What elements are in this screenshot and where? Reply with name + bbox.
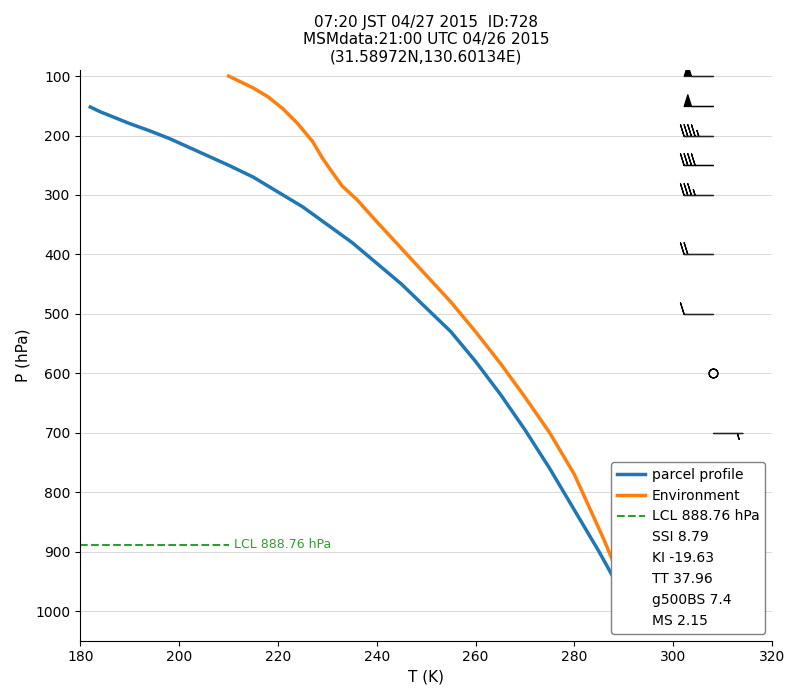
parcel profile bbox=[624, 607, 634, 615]
parcel profile bbox=[184, 144, 194, 152]
Environment bbox=[545, 428, 554, 437]
Environment bbox=[584, 503, 594, 511]
parcel profile bbox=[446, 328, 456, 336]
Environment bbox=[520, 393, 530, 401]
Line: parcel profile: parcel profile bbox=[90, 107, 629, 611]
Environment bbox=[293, 120, 302, 128]
Environment bbox=[397, 244, 406, 253]
Environment bbox=[338, 182, 347, 190]
parcel profile bbox=[273, 188, 282, 196]
parcel profile bbox=[110, 113, 120, 122]
Environment bbox=[609, 559, 618, 568]
parcel profile bbox=[397, 280, 406, 288]
parcel profile bbox=[619, 595, 629, 603]
parcel profile bbox=[165, 134, 174, 143]
Environment bbox=[422, 271, 431, 279]
Environment bbox=[619, 580, 629, 589]
parcel profile bbox=[249, 173, 258, 181]
parcel profile bbox=[372, 259, 382, 267]
Environment bbox=[327, 168, 337, 176]
parcel profile bbox=[609, 574, 618, 582]
parcel profile bbox=[204, 152, 214, 160]
parcel profile bbox=[145, 127, 154, 135]
Environment bbox=[495, 359, 505, 368]
parcel profile bbox=[545, 464, 554, 473]
X-axis label: T (K): T (K) bbox=[408, 670, 444, 685]
Environment bbox=[318, 154, 327, 162]
LCL 888.76 hPa bbox=[76, 540, 86, 549]
Line: Environment: Environment bbox=[229, 76, 634, 611]
parcel profile bbox=[495, 390, 505, 398]
parcel profile bbox=[322, 220, 332, 229]
parcel profile bbox=[298, 202, 307, 211]
Environment bbox=[234, 76, 243, 85]
parcel profile bbox=[470, 357, 480, 365]
parcel profile bbox=[125, 120, 134, 128]
Legend: parcel profile, Environment, LCL 888.76 hPa, SSI 8.79, KI -19.63, TT 37.96, g500: parcel profile, Environment, LCL 888.76 … bbox=[611, 462, 765, 634]
parcel profile bbox=[422, 304, 431, 312]
Environment bbox=[224, 72, 234, 80]
parcel profile bbox=[570, 506, 579, 514]
Environment bbox=[629, 607, 638, 615]
Environment bbox=[278, 104, 288, 113]
parcel profile bbox=[224, 161, 234, 169]
Environment bbox=[599, 536, 609, 544]
Environment bbox=[446, 298, 456, 306]
Title: 07:20 JST 04/27 2015  ID:728
MSMdata:21:00 UTC 04/26 2015
(31.58972N,130.60134E): 07:20 JST 04/27 2015 ID:728 MSMdata:21:0… bbox=[303, 15, 550, 65]
Environment bbox=[372, 218, 382, 226]
parcel profile bbox=[520, 426, 530, 434]
Environment bbox=[249, 84, 258, 92]
parcel profile bbox=[594, 547, 604, 556]
LCL 888.76 hPa bbox=[224, 540, 234, 549]
Environment bbox=[570, 470, 579, 479]
Y-axis label: P (hPa): P (hPa) bbox=[15, 329, 30, 382]
Environment bbox=[624, 594, 634, 602]
parcel profile bbox=[86, 103, 95, 111]
Environment bbox=[352, 195, 362, 204]
Environment bbox=[308, 137, 318, 146]
Environment bbox=[470, 328, 480, 336]
parcel profile bbox=[95, 108, 105, 116]
Text: LCL 888.76 hPa: LCL 888.76 hPa bbox=[234, 538, 330, 552]
Environment bbox=[263, 92, 273, 101]
parcel profile bbox=[347, 238, 357, 246]
